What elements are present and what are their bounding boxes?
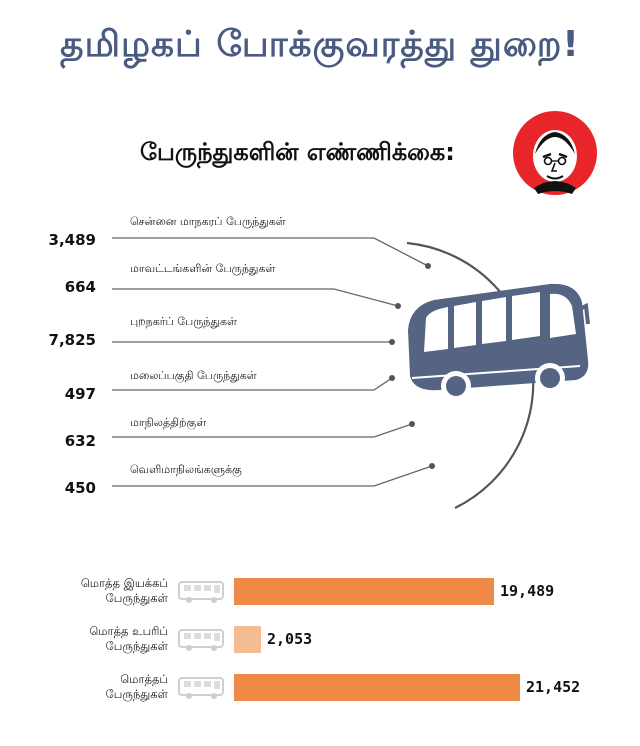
- connector-dot: [389, 339, 395, 345]
- total-label-line: பேருந்துகள்: [105, 591, 168, 605]
- total-label: மொத்த உபரிப் பேருந்துகள்: [56, 624, 168, 654]
- small-bus-icon: [176, 578, 228, 606]
- total-value: 2,053: [267, 630, 313, 648]
- category-value: 497: [64, 385, 96, 403]
- logo-icon: [513, 111, 597, 195]
- total-label-line: மொத்த இயக்கப்: [80, 576, 168, 590]
- total-label: மொத்த இயக்கப் பேருந்துகள்: [56, 576, 168, 606]
- connector-line: [112, 377, 393, 391]
- connector-dot: [395, 303, 401, 309]
- category-label: மாவட்டங்களின் பேருந்துகள்: [130, 262, 276, 275]
- chart-subtitle: பேருந்துகளின் எண்ணிக்கை:: [140, 138, 455, 166]
- connector-dot: [409, 421, 415, 427]
- category-value: 632: [64, 432, 96, 450]
- category-value: 450: [64, 479, 96, 497]
- connector-dot: [425, 263, 431, 269]
- total-bar: [234, 674, 520, 701]
- connector-line: [112, 237, 429, 267]
- page-title: தமிழகப் போக்குவரத்து துறை!: [60, 24, 580, 65]
- category-label: மாநிலத்திற்குள்: [130, 416, 207, 429]
- category-value: 7,825: [48, 331, 96, 349]
- total-label: மொத்தப் பேருந்துகள்: [56, 672, 168, 702]
- total-bar: [234, 626, 261, 653]
- connector-dot: [429, 463, 435, 469]
- total-value: 21,452: [526, 678, 581, 696]
- total-label-line: பேருந்துகள்: [105, 687, 168, 701]
- connector-line: [112, 423, 413, 438]
- category-label: சென்னை மாநகரப் பேருந்துகள்: [130, 215, 286, 228]
- total-label-line: மொத்த உபரிப்: [89, 624, 168, 638]
- total-bar: [234, 578, 494, 605]
- category-value: 3,489: [48, 231, 96, 249]
- category-label: மலைப்பகுதி பேருந்துகள்: [130, 369, 257, 382]
- category-value: 664: [64, 278, 96, 296]
- category-label: வெளிமாநிலங்களுக்கு: [130, 463, 242, 476]
- small-bus-icon: [176, 626, 228, 654]
- connector-line: [112, 465, 433, 487]
- connector-line: [112, 288, 399, 307]
- total-label-line: மொத்தப்: [120, 672, 168, 686]
- small-bus-icon: [176, 674, 228, 702]
- bus-icon: [408, 283, 590, 401]
- category-label: புறநகர்ப் பேருந்துகள்: [130, 315, 237, 328]
- total-label-line: பேருந்துகள்: [105, 639, 168, 653]
- connector-dot: [389, 375, 395, 381]
- total-value: 19,489: [500, 582, 555, 600]
